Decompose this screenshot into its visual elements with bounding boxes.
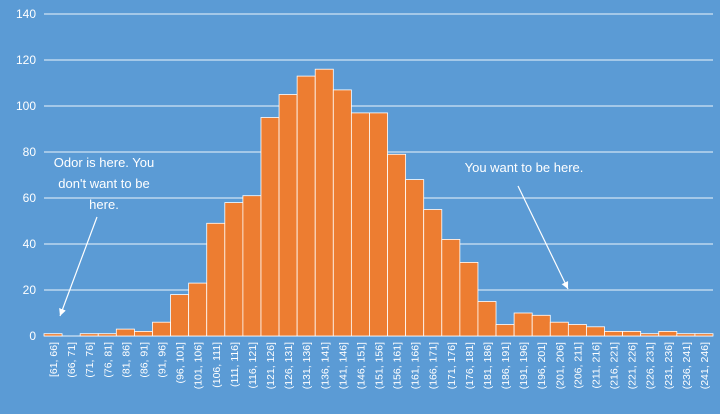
bar <box>79 333 99 337</box>
bar <box>43 333 63 337</box>
bar <box>658 330 678 337</box>
x-axis-ticks: [61, 66] (66, 71] (71, 76] (76, 81] (81, 86]… <box>48 342 711 389</box>
y-tick-label: 100 <box>16 99 36 113</box>
x-tick-label: (71, 76] <box>84 342 96 378</box>
bar <box>134 330 153 337</box>
x-tick-label: [61, 66] <box>48 342 60 377</box>
x-tick-label: (96, 101] <box>175 342 187 384</box>
bars <box>43 68 714 337</box>
x-tick-label: (136, 141] <box>319 342 331 389</box>
bar <box>477 301 497 337</box>
bar <box>152 321 171 337</box>
x-tick-label: (106, 111] <box>211 342 223 388</box>
annotation-text: Odor is here. You <box>54 155 154 170</box>
y-tick-label: 120 <box>16 53 36 67</box>
bar <box>242 195 262 337</box>
x-tick-label: (81, 86] <box>120 342 132 378</box>
bar <box>97 333 117 337</box>
x-tick-label: (216, 221] <box>609 342 621 389</box>
x-tick-label: (236, 241] <box>681 342 693 389</box>
x-tick-label: (101, 106] <box>193 342 205 389</box>
x-tick-label: (66, 71] <box>66 342 78 378</box>
bar <box>586 326 605 337</box>
x-tick-label: (211, 216] <box>590 342 602 389</box>
annotation-arrow <box>59 216 98 317</box>
y-axis-ticks: 0 20 40 60 80 100 120 140 <box>16 7 36 343</box>
x-tick-label: (221, 226] <box>627 342 639 389</box>
bar <box>622 330 642 337</box>
x-tick-label: (91, 96] <box>157 342 169 378</box>
bar <box>206 222 226 337</box>
x-tick-label: (161, 166] <box>410 342 422 389</box>
bar <box>332 89 352 337</box>
bar <box>387 153 407 337</box>
bar <box>604 330 623 337</box>
x-tick-label: (76, 81] <box>102 342 114 378</box>
y-tick-label: 20 <box>23 283 37 297</box>
x-tick-label: (111, 116] <box>229 342 241 387</box>
annotation-text: here. <box>89 197 119 212</box>
bar <box>459 261 479 337</box>
x-tick-label: (131, 136] <box>301 342 313 389</box>
bar <box>224 202 244 337</box>
bar <box>531 314 551 337</box>
annotations: Odor is here. You don't want to be here. Yo… <box>54 155 584 317</box>
bar <box>694 333 714 337</box>
bar <box>188 282 208 337</box>
bar <box>640 333 660 337</box>
x-tick-label: (141, 146] <box>337 342 349 389</box>
x-tick-label: (126, 131] <box>283 342 295 389</box>
bar <box>314 68 334 337</box>
bar <box>513 312 533 337</box>
x-tick-label: (116, 121] <box>247 342 259 389</box>
bar <box>115 328 135 337</box>
annotation-text: You want to be here. <box>465 160 584 175</box>
y-tick-label: 140 <box>16 7 36 21</box>
bar <box>260 117 280 337</box>
bar <box>423 209 443 337</box>
y-tick-label: 60 <box>23 191 37 205</box>
bar <box>278 94 298 337</box>
x-tick-label: (146, 151] <box>355 342 367 389</box>
bar <box>350 112 370 337</box>
y-tick-label: 0 <box>29 329 36 343</box>
annotation-text: don't want to be <box>58 176 149 191</box>
x-tick-label: (231, 236] <box>663 342 675 389</box>
x-tick-label: (206, 211] <box>572 342 584 389</box>
x-tick-label: (156, 161] <box>392 342 404 389</box>
bar <box>495 324 515 337</box>
bar <box>567 324 587 337</box>
x-tick-label: (241, 246] <box>699 342 711 389</box>
y-tick-label: 40 <box>23 237 37 251</box>
annotation-arrow <box>517 185 569 290</box>
x-tick-label: (186, 191] <box>500 342 512 389</box>
bar <box>441 238 461 337</box>
x-tick-label: (226, 231] <box>645 342 657 389</box>
x-tick-label: (181, 186] <box>482 342 494 389</box>
x-tick-label: (171, 176] <box>446 342 458 389</box>
x-tick-label: (86, 91] <box>138 342 150 378</box>
x-tick-label: (121, 126] <box>265 342 277 389</box>
x-tick-label: (166, 171] <box>428 342 440 389</box>
x-tick-label: (196, 201] <box>536 342 548 389</box>
x-tick-label: (151, 156] <box>374 342 386 389</box>
x-tick-label: (201, 206] <box>554 342 566 389</box>
bar <box>170 294 190 337</box>
bar <box>676 333 696 337</box>
x-tick-label: (191, 196] <box>518 342 530 389</box>
bar <box>405 179 425 337</box>
y-tick-label: 80 <box>23 145 37 159</box>
bar <box>296 75 316 337</box>
bar <box>549 321 569 337</box>
x-tick-label: (176, 181] <box>464 342 476 389</box>
bar <box>369 112 388 337</box>
